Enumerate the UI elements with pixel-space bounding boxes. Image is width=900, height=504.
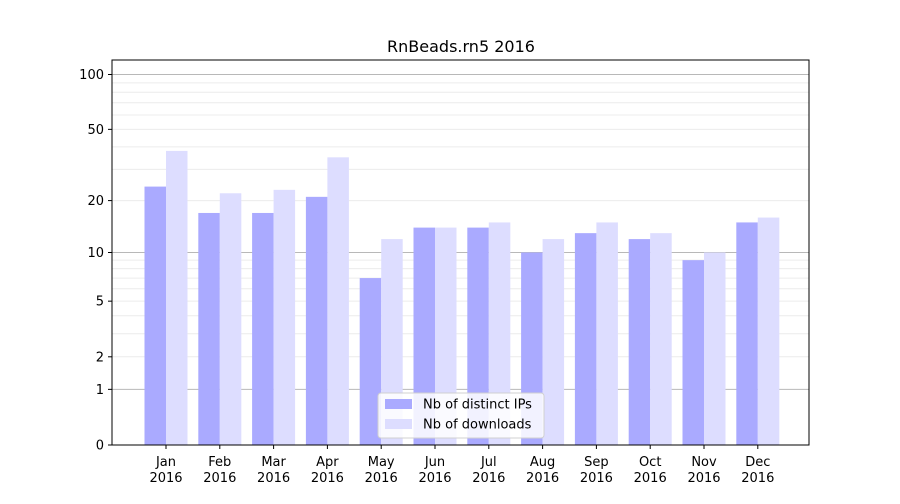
x-tick-label-year: 2016 <box>741 471 774 486</box>
x-tick-label-year: 2016 <box>149 471 182 486</box>
bar-distinct-ips <box>144 186 166 445</box>
bar-downloads <box>166 150 188 445</box>
x-tick-label-month: Mar <box>261 455 286 470</box>
x-tick-label-year: 2016 <box>203 471 236 486</box>
bar-distinct-ips <box>467 227 489 445</box>
bar-distinct-ips <box>252 212 274 445</box>
legend-box <box>377 392 545 439</box>
bar-distinct-ips <box>574 233 597 445</box>
bar-downloads <box>757 217 780 445</box>
legend-label: Nb of downloads <box>423 418 532 433</box>
x-tick-label-month: Feb <box>208 455 231 470</box>
y-tick-label: 5 <box>96 295 104 310</box>
bar-distinct-ips <box>413 227 435 445</box>
bar-downloads <box>327 157 349 445</box>
x-tick-label-month: Sep <box>584 455 609 470</box>
y-tick-label: 20 <box>87 194 104 209</box>
legend-swatch <box>385 419 412 429</box>
x-tick-label-year: 2016 <box>472 471 505 486</box>
x-tick-label-month: Aug <box>530 455 555 470</box>
x-tick-label-year: 2016 <box>418 471 451 486</box>
x-tick-label-month: Nov <box>691 455 717 470</box>
y-axis: 0 1 2 5 10 20 50 100 <box>79 68 112 454</box>
x-tick-label-month: Oct <box>639 455 661 470</box>
bar-distinct-ips <box>736 222 758 445</box>
x-tick-label-year: 2016 <box>365 471 398 486</box>
x-tick-label-year: 2016 <box>634 471 667 486</box>
x-tick-label-month: Jul <box>480 455 497 470</box>
x-tick-label-year: 2016 <box>580 471 613 486</box>
legend-swatch <box>385 399 412 409</box>
y-tick-label: 1 <box>96 383 104 398</box>
x-axis: Jan2016Feb2016Mar2016Apr2016May2016Jun20… <box>149 445 774 486</box>
bar-downloads <box>273 189 296 445</box>
chart-title: RnBeads.rn5 2016 <box>387 37 535 56</box>
y-tick-label: 10 <box>87 246 104 261</box>
y-tick-label: 50 <box>87 123 104 138</box>
x-tick-label-year: 2016 <box>687 471 720 486</box>
x-tick-label-month: Jun <box>424 455 445 470</box>
x-tick-label-year: 2016 <box>311 471 344 486</box>
x-tick-label-month: May <box>368 455 395 470</box>
bar-downloads <box>650 233 672 445</box>
bar-distinct-ips <box>198 212 220 445</box>
legend-label: Nb of distinct IPs <box>423 398 532 413</box>
bar-downloads <box>219 193 242 445</box>
bar-distinct-ips <box>682 260 704 445</box>
bar-distinct-ips <box>305 196 328 445</box>
y-tick-label: 2 <box>96 350 104 365</box>
x-tick-label-month: Dec <box>745 455 770 470</box>
bar-distinct-ips <box>359 278 382 445</box>
x-tick-label-month: Jan <box>155 455 176 470</box>
bar-distinct-ips <box>628 239 651 445</box>
legend: Nb of distinct IPs Nb of downloads <box>377 392 545 439</box>
bar-downloads <box>596 222 618 445</box>
x-tick-label-year: 2016 <box>526 471 559 486</box>
bar-downloads <box>704 252 726 445</box>
y-tick-label: 0 <box>96 439 104 454</box>
bar-downloads <box>435 227 457 445</box>
bar-downloads <box>488 222 511 445</box>
x-tick-label-year: 2016 <box>257 471 290 486</box>
bar-downloads <box>542 239 565 445</box>
x-tick-label-month: Apr <box>316 455 339 470</box>
y-tick-label: 100 <box>79 68 104 83</box>
